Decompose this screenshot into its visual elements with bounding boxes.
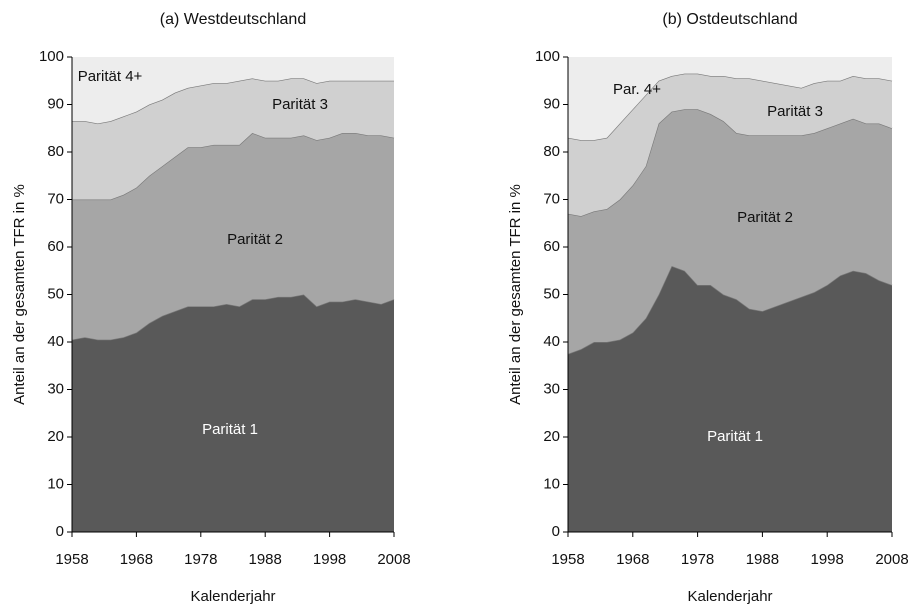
y-tick-label: 50: [543, 285, 560, 302]
area: [72, 78, 394, 200]
area: [568, 109, 892, 354]
x-axis-label: Kalenderjahr: [687, 588, 772, 605]
x-tick-label: 2008: [875, 551, 908, 568]
chart-title: (b) Ostdeutschland: [662, 11, 797, 28]
area-label: Parität 3: [272, 96, 328, 113]
y-tick-label: 40: [47, 333, 64, 350]
area-label: Parität 1: [707, 428, 763, 445]
area-label: Par. 4+: [613, 81, 661, 98]
x-tick-label: 1988: [746, 551, 779, 568]
y-axis-label: Anteil an der gesamten TFR in %: [11, 184, 28, 405]
x-tick-label: 1998: [313, 551, 346, 568]
y-tick-label: 40: [543, 333, 560, 350]
y-tick-label: 60: [543, 238, 560, 255]
y-tick-label: 70: [47, 190, 64, 207]
y-tick-label: 100: [39, 48, 64, 65]
y-tick-label: 0: [56, 523, 64, 540]
x-tick-label: 1958: [551, 551, 584, 568]
x-tick-label: 1998: [811, 551, 844, 568]
x-tick-label: 1988: [249, 551, 282, 568]
y-tick-label: 10: [47, 475, 64, 492]
y-axis-label: Anteil an der gesamten TFR in %: [507, 184, 524, 405]
area: [72, 133, 394, 340]
y-tick-label: 80: [543, 143, 560, 160]
y-tick-label: 0: [552, 523, 560, 540]
x-axis-label: Kalenderjahr: [190, 588, 275, 605]
y-tick-label: 30: [543, 380, 560, 397]
area-label: Parität 1: [202, 421, 258, 438]
area-label: Parität 2: [737, 209, 793, 226]
chart-title: (a) Westdeutschland: [160, 11, 306, 28]
y-tick-label: 10: [543, 475, 560, 492]
y-tick-label: 30: [47, 380, 64, 397]
y-tick-label: 90: [47, 95, 64, 112]
area-label: Parität 2: [227, 231, 283, 248]
x-tick-label: 1958: [55, 551, 88, 568]
area: [72, 294, 394, 532]
area-label: Parität 3: [767, 103, 823, 120]
area: [568, 73, 892, 217]
x-tick-label: 1968: [616, 551, 649, 568]
area: [72, 57, 394, 124]
x-tick-label: 1968: [120, 551, 153, 568]
x-tick-label: 1978: [184, 551, 217, 568]
y-tick-label: 50: [47, 285, 64, 302]
x-tick-label: 1978: [681, 551, 714, 568]
y-tick-label: 20: [47, 428, 64, 445]
area: [568, 266, 892, 532]
y-tick-label: 100: [535, 48, 560, 65]
y-tick-label: 60: [47, 238, 64, 255]
area-label: Parität 4+: [78, 68, 143, 85]
y-tick-label: 90: [543, 95, 560, 112]
area: [568, 57, 892, 141]
y-tick-label: 80: [47, 143, 64, 160]
y-tick-label: 20: [543, 428, 560, 445]
y-tick-label: 70: [543, 190, 560, 207]
x-tick-label: 2008: [377, 551, 410, 568]
